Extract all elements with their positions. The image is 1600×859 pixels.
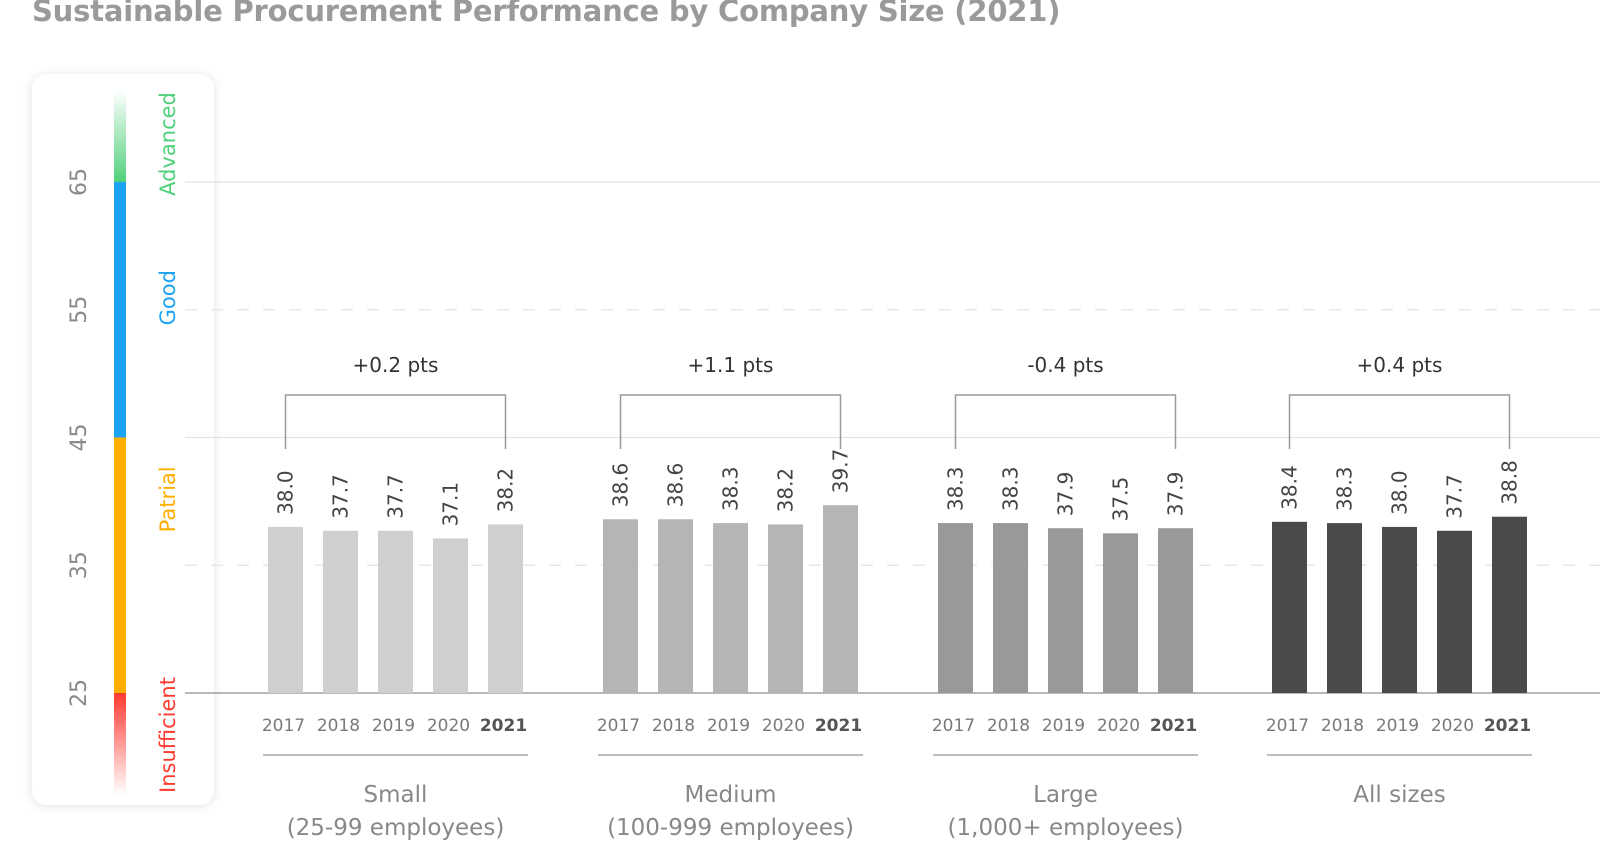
bar [938,523,973,693]
change-label: +0.4 pts [1357,353,1443,377]
year-label: 2020 [1097,716,1140,736]
value-label: 37.7 [329,474,353,519]
y-tick-label: 55 [67,296,92,324]
year-label: 2019 [1376,716,1419,736]
year-label: 2018 [1321,716,1364,736]
group-sublabel: (100-999 employees) [607,815,854,841]
value-label: 37.9 [1054,472,1078,517]
bar [603,519,638,693]
year-label: 2018 [652,716,695,736]
value-label: 38.3 [719,467,743,512]
change-bracket [1288,394,1511,449]
value-label: 37.5 [1109,477,1133,522]
value-label: 38.2 [774,468,798,513]
bar [1382,526,1417,693]
bar [713,523,748,693]
level-label-patrial: Patrial [156,466,180,532]
group-sublabel: (25-99 employees) [287,815,505,841]
y-tick-label: 45 [67,424,92,452]
value-label: 38.6 [664,463,688,508]
bar [1272,521,1307,693]
bar [1158,528,1193,693]
bar [433,538,468,693]
group-label: Large [1033,782,1098,808]
bar [1103,533,1138,693]
value-label: 38.8 [1498,460,1522,505]
year-label: 2019 [372,716,415,736]
value-label: 38.0 [1388,470,1412,515]
bar [268,526,303,693]
bar [1048,528,1083,693]
year-label: 2018 [987,716,1030,736]
year-label: 2021 [1150,716,1197,736]
level-bar-patrial [114,437,126,693]
year-label: 2021 [1484,716,1531,736]
chart-title: Sustainable Procurement Performance by C… [32,0,1061,28]
bar [378,530,413,693]
value-label: 37.7 [1443,474,1467,519]
year-label: 2021 [815,716,862,736]
level-label-advanced: Advanced [156,92,180,196]
change-bracket [954,394,1177,449]
level-bar-good [114,182,126,438]
bar [823,505,858,693]
bar [1327,523,1362,693]
bar [658,519,693,693]
bar [1437,530,1472,693]
value-label: 38.6 [609,463,633,508]
year-label: 2017 [932,716,975,736]
y-tick-label: 65 [67,168,92,196]
value-label: 39.7 [829,449,853,494]
change-label: +0.2 pts [353,353,439,377]
level-bar-insufficient [114,693,126,795]
change-label: +1.1 pts [688,353,774,377]
year-label: 2017 [1266,716,1309,736]
value-label: 38.4 [1278,465,1302,510]
year-label: 2017 [262,716,305,736]
year-label: 2020 [762,716,805,736]
level-label-good: Good [156,270,180,325]
change-label: -0.4 pts [1027,353,1103,377]
bar [993,523,1028,693]
group-sublabel: (1,000+ employees) [948,815,1184,841]
value-label: 38.2 [494,468,518,513]
value-label: 37.1 [439,482,463,527]
bar [488,524,523,693]
bar [323,530,358,693]
year-label: 2021 [480,716,527,736]
bar [1492,516,1527,693]
year-label: 2019 [1042,716,1085,736]
group-label: Small [364,782,428,808]
change-bracket [284,394,507,449]
change-bracket [619,394,842,449]
level-label-insufficient: Insufficient [156,677,180,793]
value-label: 38.3 [944,467,968,512]
year-label: 2020 [427,716,470,736]
value-label: 38.3 [1333,467,1357,512]
value-label: 37.7 [384,474,408,519]
value-label: 38.3 [999,467,1023,512]
group-label: All sizes [1353,782,1445,808]
value-label: 37.9 [1164,472,1188,517]
bar [768,524,803,693]
year-label: 2017 [597,716,640,736]
y-tick-label: 35 [67,551,92,579]
level-bar-advanced [114,90,126,182]
y-tick-label: 25 [67,679,92,707]
year-label: 2020 [1431,716,1474,736]
year-label: 2019 [707,716,750,736]
group-label: Medium [685,782,777,808]
year-label: 2018 [317,716,360,736]
value-label: 38.0 [274,470,298,515]
